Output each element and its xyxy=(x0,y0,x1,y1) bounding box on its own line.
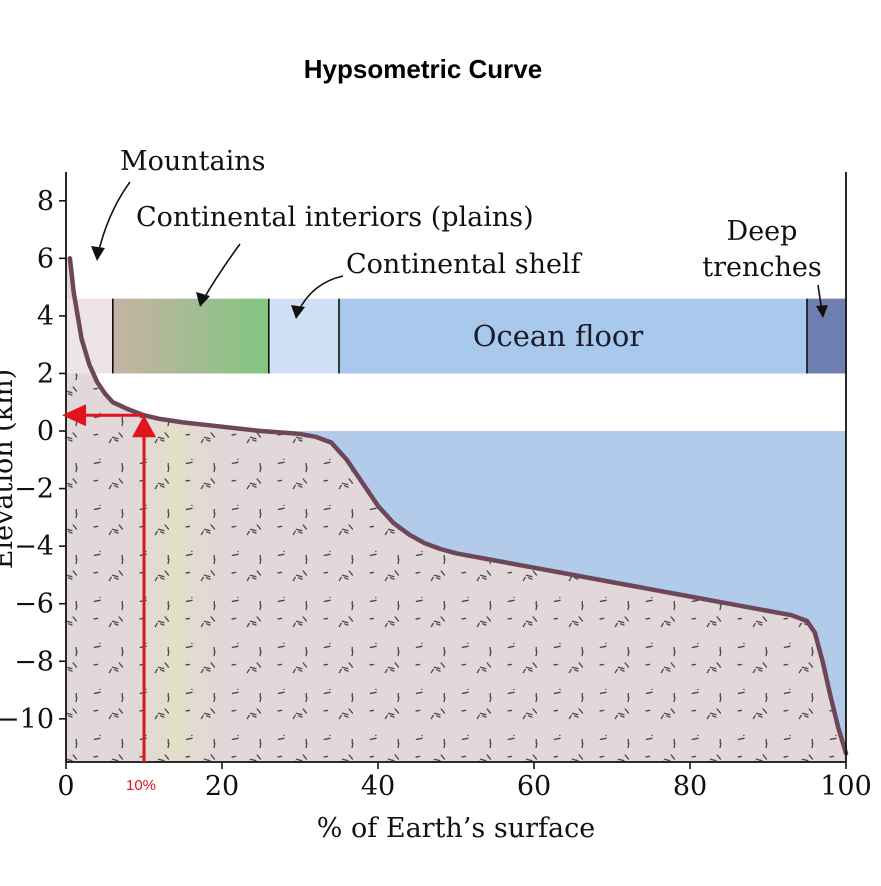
y-tick-label: −6 xyxy=(14,589,54,620)
band-1 xyxy=(112,298,269,374)
arrow-trenches-head xyxy=(816,305,828,318)
arrow-mountains-head xyxy=(91,246,105,261)
land-texture xyxy=(66,258,846,762)
annotation-mountains: Mountains xyxy=(120,146,266,177)
x-axis-label: % of Earth’s surface xyxy=(317,813,595,844)
x-tick-label: 80 xyxy=(673,771,707,802)
hypsometric-curve xyxy=(67,256,849,756)
y-tick-label: 2 xyxy=(37,358,54,389)
marker-left-arrowhead xyxy=(62,404,86,427)
annotation-trenches: trenches xyxy=(702,252,821,283)
y-tick-label: 4 xyxy=(37,301,54,332)
band-3 xyxy=(339,298,807,374)
annotation-deep: Deep xyxy=(727,216,798,247)
y-tick-label: 6 xyxy=(37,243,54,274)
chart-title: Hypsometric Curve xyxy=(304,54,542,84)
y-tick-label: −8 xyxy=(14,646,54,677)
x-tick-label: 20 xyxy=(205,771,239,802)
reference-marker: 10% xyxy=(62,404,156,794)
y-tick-label: 0 xyxy=(37,416,54,447)
x-tick-label: 100 xyxy=(820,771,872,802)
marker-label: 10% xyxy=(126,777,156,794)
annotations: Mountains Continental interiors (plains)… xyxy=(91,146,828,319)
x-tick-label: 0 xyxy=(57,771,74,802)
band-2 xyxy=(268,298,339,374)
arrow-shelf-head xyxy=(291,305,305,319)
band-label-3: Ocean floor xyxy=(473,319,644,353)
x-tick-label: 40 xyxy=(361,771,395,802)
plot-area: Ocean floor xyxy=(66,256,849,762)
y-tick-label: −2 xyxy=(14,474,54,505)
arrow-plains xyxy=(202,243,241,301)
band-4 xyxy=(807,298,846,374)
arrow-mountains xyxy=(97,181,131,255)
arrow-plains-head xyxy=(196,292,210,307)
y-axis-label: Elevation (km) xyxy=(0,369,19,569)
annotation-continental-interiors: Continental interiors (plains) xyxy=(136,202,534,233)
y-tick-label: −10 xyxy=(0,704,54,735)
y-tick-label: 8 xyxy=(37,186,54,217)
marker-up-arrowhead xyxy=(132,415,156,438)
y-tick-label: −4 xyxy=(14,531,54,562)
x-tick-label: 60 xyxy=(517,771,551,802)
annotation-continental-shelf: Continental shelf xyxy=(346,249,583,280)
